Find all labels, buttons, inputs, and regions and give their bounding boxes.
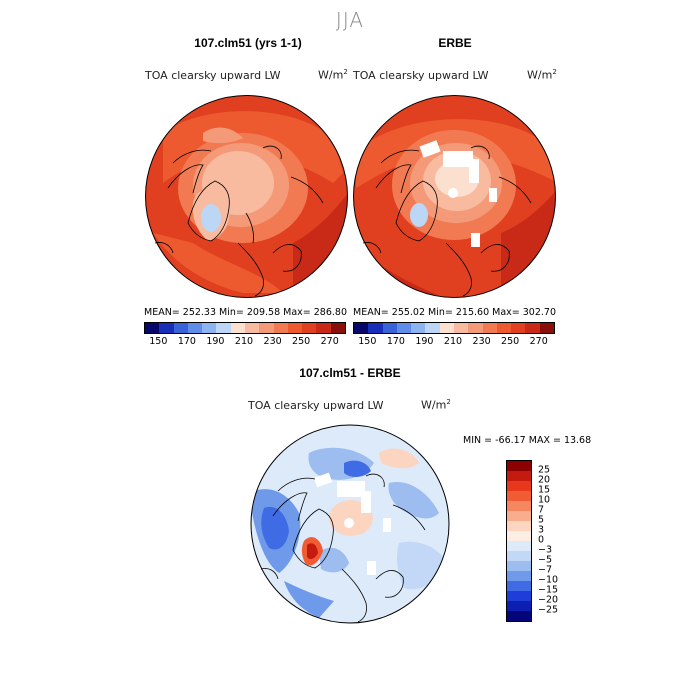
cb1-tick: 270	[320, 336, 339, 347]
cb3-tick: −7	[538, 564, 553, 576]
panel-1-polar-map	[145, 95, 348, 298]
diff-colorbar	[506, 460, 532, 622]
diff-stats: MIN = -66.17 MAX = 13.68	[463, 435, 592, 446]
panel-1-stats: MEAN= 252.33 Min= 209.58 Max= 286.80	[144, 307, 348, 318]
panel-2-units: W/m2	[527, 68, 557, 82]
cb3-tick: −25	[538, 604, 559, 616]
cb3-tick: 5	[538, 514, 545, 526]
cb3-tick: 25	[538, 464, 551, 476]
cb1-tick: 170	[177, 336, 196, 347]
panel-1-title: 107.clm51 (yrs 1-1)	[194, 36, 302, 50]
panel-2-title: ERBE	[438, 36, 472, 50]
cb3-tick: −3	[538, 544, 553, 556]
cb3-tick: −10	[538, 574, 559, 586]
panel-2-variable: TOA clearsky upward LW	[353, 69, 489, 82]
cb2-tick: 270	[529, 336, 548, 347]
cb1-tick: 190	[206, 336, 225, 347]
cb2-tick: 250	[501, 336, 520, 347]
panel-2-colorbar	[353, 322, 555, 334]
cb3-tick: −5	[538, 554, 553, 566]
panel-2-stats: MEAN= 255.02 Min= 215.60 Max= 302.70	[353, 307, 557, 318]
cb3-tick: 3	[538, 524, 545, 536]
panel-1-variable: TOA clearsky upward LW	[145, 69, 281, 82]
cb3-tick: −15	[538, 584, 559, 596]
cb3-tick: 20	[538, 474, 551, 486]
diff-variable: TOA clearsky upward LW	[248, 399, 384, 412]
cb1-tick: 210	[234, 336, 254, 347]
cb2-tick: 210	[443, 336, 463, 347]
cb2-tick: 190	[415, 336, 434, 347]
panel-1-colorbar-ticks: 150 170 190 210 230 250 270	[144, 336, 344, 348]
cb3-tick: 0	[538, 534, 545, 546]
cb3-tick: 15	[538, 484, 551, 496]
panel-1-colorbar	[144, 322, 346, 334]
cb1-tick: 230	[263, 336, 282, 347]
cb2-tick: 150	[358, 336, 377, 347]
cb3-tick: 7	[538, 504, 545, 516]
cb2-tick: 170	[386, 336, 405, 347]
panel-2-polar-map	[353, 95, 556, 298]
cb3-tick: −20	[538, 594, 559, 606]
diff-polar-map	[250, 424, 450, 624]
cb3-tick: 10	[538, 494, 551, 506]
cb1-tick: 150	[149, 336, 168, 347]
panel-1-units: W/m2	[318, 68, 348, 82]
diff-title: 107.clm51 - ERBE	[299, 366, 401, 380]
season-title: JJA	[335, 8, 365, 32]
cb2-tick: 230	[472, 336, 491, 347]
diff-colorbar-ticks: 25 20 15 10 7 5 3 0 −3 −5 −7 −10 −15 −20…	[538, 460, 578, 622]
panel-2-colorbar-ticks: 150 170 190 210 230 250 270	[353, 336, 553, 348]
diff-units: W/m2	[421, 398, 451, 412]
cb1-tick: 250	[292, 336, 311, 347]
